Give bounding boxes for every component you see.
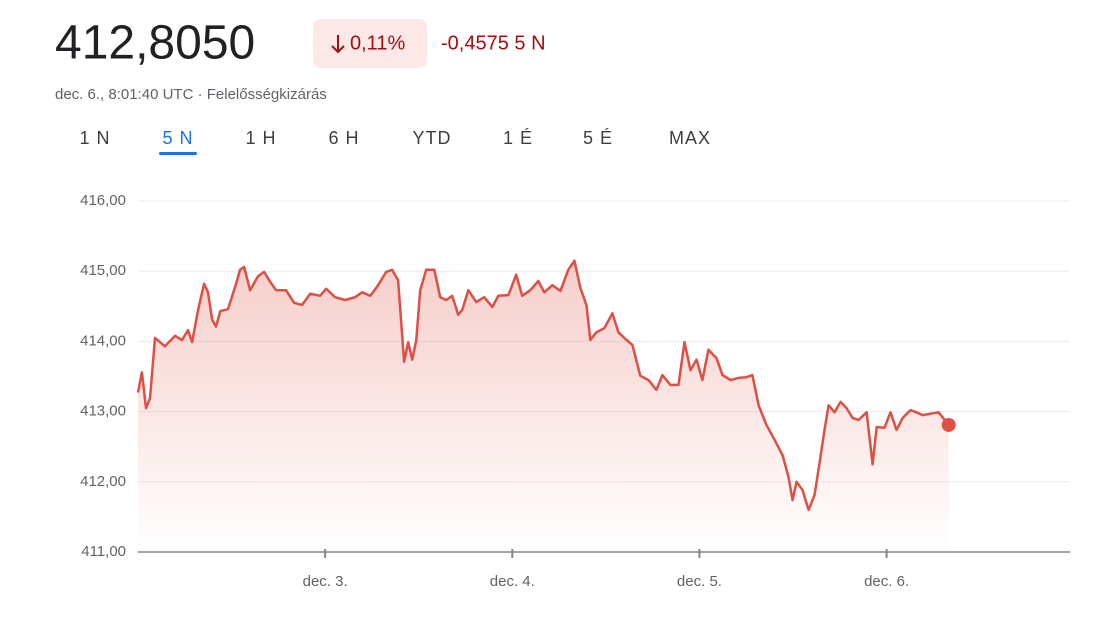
active-tab-underline	[159, 152, 197, 155]
y-tick-label: 411,00	[81, 543, 126, 560]
range-tab[interactable]: 1 É	[503, 128, 533, 148]
x-tick-label: dec. 6.	[864, 573, 909, 590]
y-tick-label: 413,00	[80, 403, 126, 420]
change-chip	[313, 19, 427, 68]
last-price-dot	[941, 417, 956, 432]
range-tab[interactable]: 1 N	[79, 128, 110, 148]
x-tick-label: dec. 3.	[303, 573, 348, 590]
chart: 411,00 412,00 413,00 414,00 415,00 416,00 dec.…	[80, 192, 1070, 590]
range-tab[interactable]: 1 H	[245, 128, 276, 148]
change-value: -0,4575 5 N	[441, 32, 546, 54]
x-tick-label: dec. 4.	[490, 573, 535, 590]
range-tab[interactable]: 5 É	[583, 128, 613, 148]
price-area	[138, 260, 949, 552]
range-tab[interactable]: YTD	[413, 128, 452, 148]
range-tab[interactable]: 6 H	[328, 128, 359, 148]
y-tick-label: 415,00	[80, 262, 126, 279]
range-tab[interactable]: MAX	[669, 128, 711, 148]
timestamp: dec. 6., 8:01:40 UTC · Felelősségkizárás	[55, 86, 327, 103]
y-tick-label: 416,00	[80, 192, 126, 209]
price: 412,8050	[55, 17, 255, 70]
y-tick-label: 414,00	[80, 332, 126, 349]
range-tabs: 1 N 5 N 1 H 6 H YTD 1 É 5 É MAX	[79, 128, 711, 155]
down-arrow-icon	[331, 35, 345, 54]
change-percent: 0,11%	[350, 32, 405, 54]
range-tab[interactable]: 5 N	[162, 128, 193, 148]
x-tick-label: dec. 5.	[677, 573, 722, 590]
y-tick-label: 412,00	[80, 473, 126, 490]
price-line	[136, 259, 950, 512]
